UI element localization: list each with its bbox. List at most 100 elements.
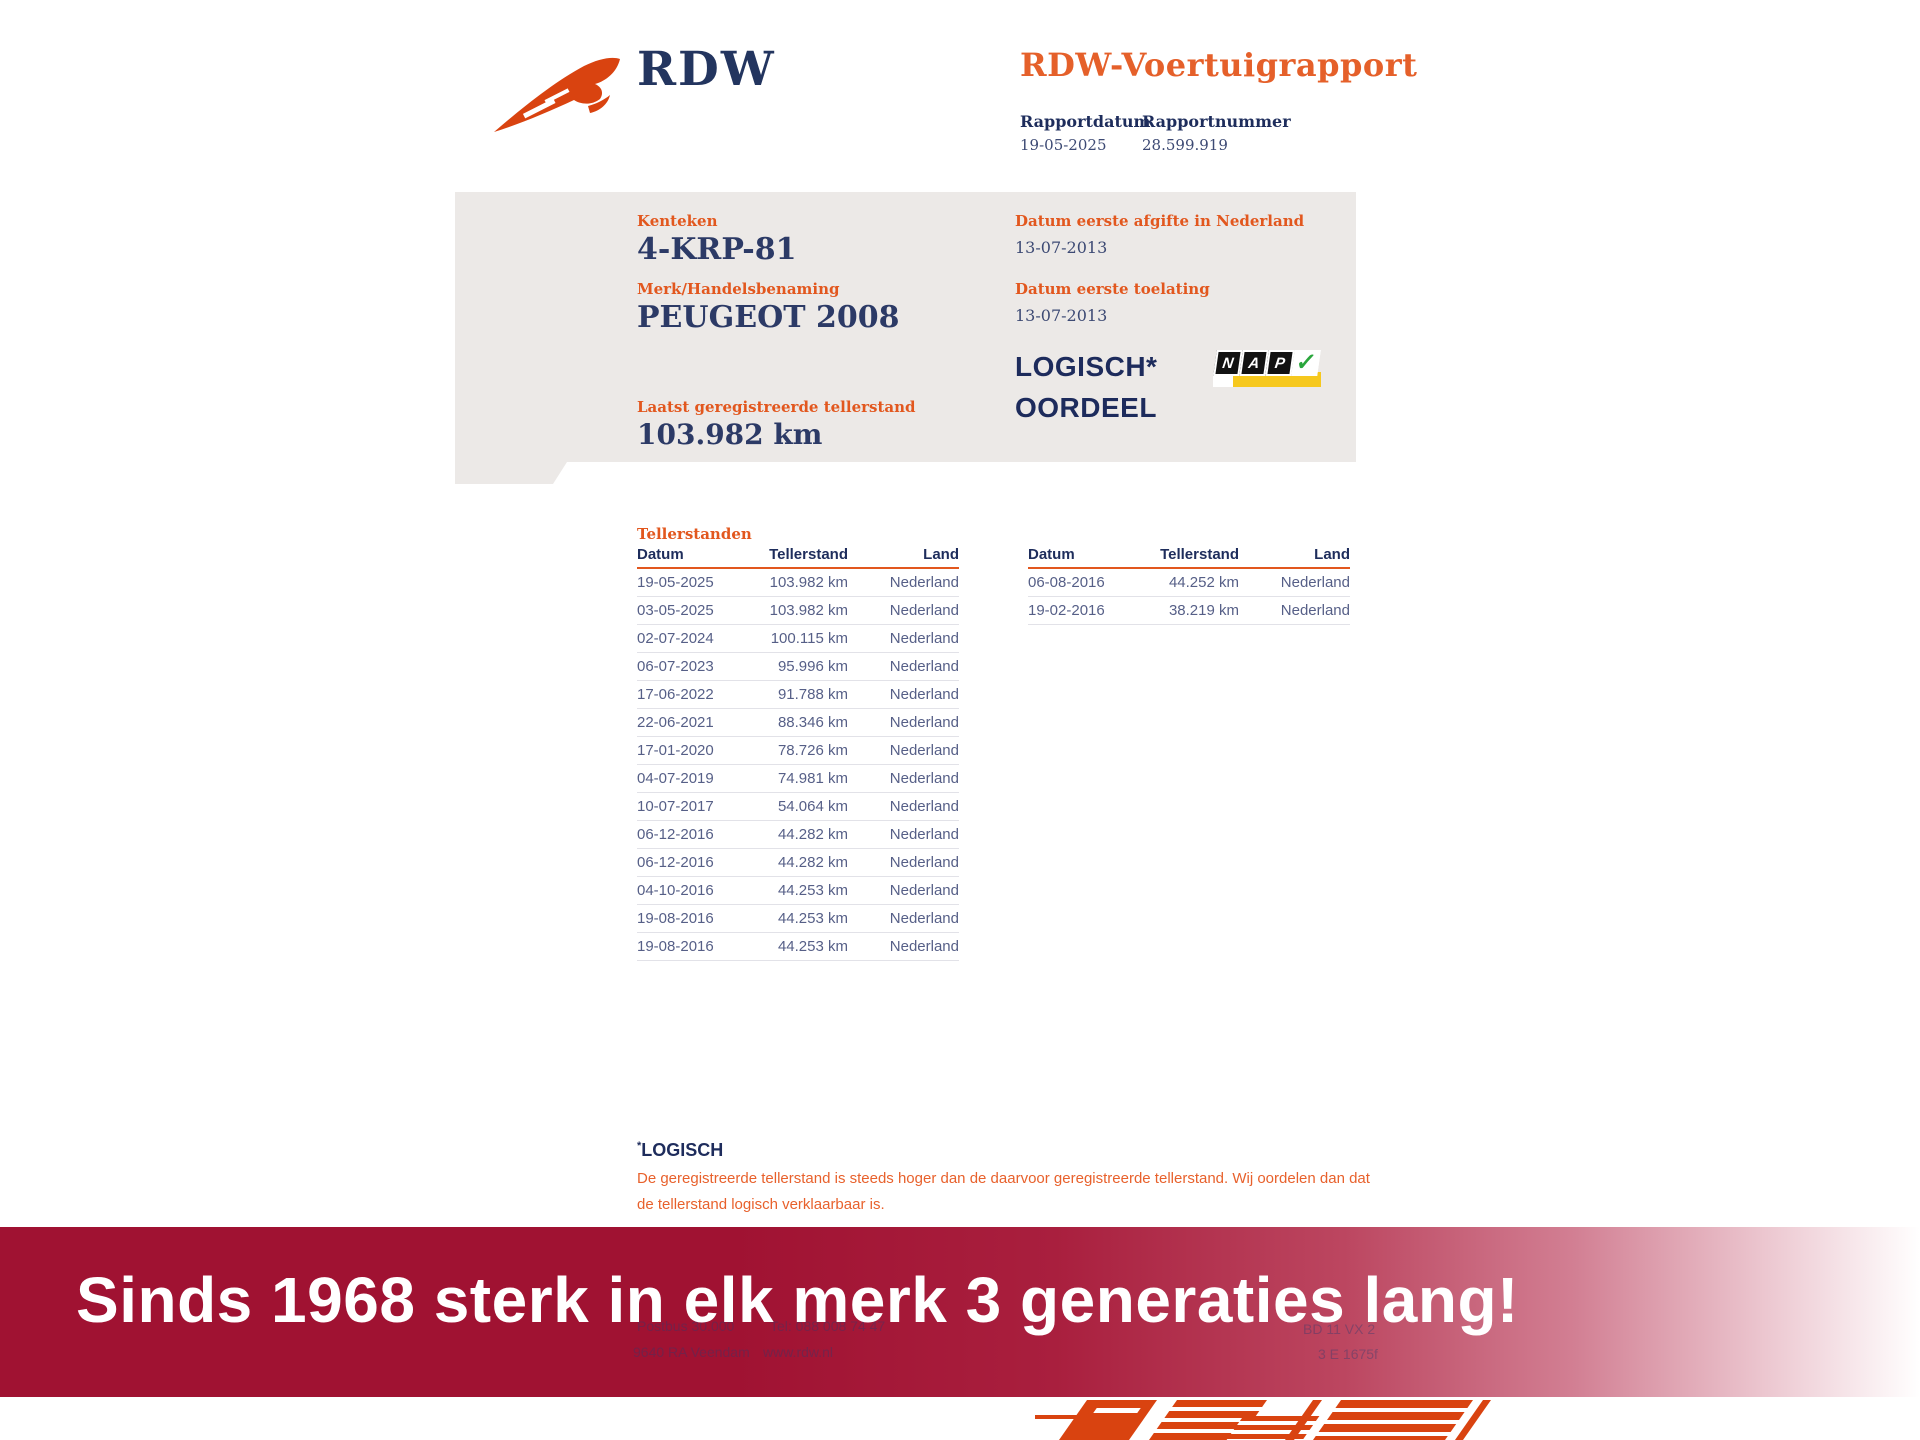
toelating-value: 13-07-2013 (1015, 306, 1108, 325)
cell-tellerstand: 74.981 km (769, 764, 848, 793)
cell-tellerstand: 91.788 km (769, 680, 848, 709)
nap-check-icon: ✓ (1291, 349, 1321, 376)
oordeel-text: LOGISCH* OORDEEL (1015, 351, 1158, 423)
cell-tellerstand: 103.982 km (769, 596, 848, 625)
cell-land: Nederland (848, 680, 959, 709)
cell-datum: 03-05-2025 (637, 596, 769, 625)
footnote-text: De geregistreerde tellerstand is steeds … (637, 1170, 1370, 1213)
cell-tellerstand: 44.253 km (769, 876, 848, 905)
banner-slogan: Sinds 1968 sterk in elk merk 3 generatie… (76, 1264, 1519, 1336)
cell-datum: 17-01-2020 (637, 736, 769, 765)
cell-datum: 19-02-2016 (1028, 596, 1160, 625)
cell-datum: 17-06-2022 (637, 680, 769, 709)
afgifte-label: Datum eerste afgifte in Nederland (1015, 212, 1305, 230)
rapportnummer-value: 28.599.919 (1142, 136, 1228, 154)
toelating-label: Datum eerste toelating (1015, 280, 1210, 298)
table-row: 03-05-2025 103.982 km Nederland (637, 596, 959, 625)
table-row: 04-07-2019 74.981 km Nederland (637, 764, 959, 793)
cell-datum: 10-07-2017 (637, 792, 769, 821)
cell-tellerstand: 44.252 km (1160, 568, 1239, 597)
cell-land: Nederland (848, 820, 959, 849)
nap-letter-p: P (1265, 350, 1295, 376)
nap-letter-a: A (1239, 350, 1269, 376)
cell-tellerstand: 44.282 km (769, 848, 848, 877)
nap-logo: N A P ✓ (1213, 348, 1325, 394)
cell-land: Nederland (848, 764, 959, 793)
column-datum: Datum (1028, 546, 1160, 569)
dealer-logo-icon (1035, 1400, 1515, 1440)
table-header-row: Datum Tellerstand Land (1028, 546, 1350, 569)
cell-datum: 04-07-2019 (637, 764, 769, 793)
cell-land: Nederland (848, 736, 959, 765)
cell-tellerstand: 78.726 km (769, 736, 848, 765)
cell-land: Nederland (848, 876, 959, 905)
kenteken-value: 4-KRP-81 (637, 232, 797, 267)
cell-datum: 04-10-2016 (637, 876, 769, 905)
merk-label: Merk/Handelsbenaming (637, 280, 840, 298)
table-row: 10-07-2017 54.064 km Nederland (637, 792, 959, 821)
cell-tellerstand: 88.346 km (769, 708, 848, 737)
cell-land: Nederland (848, 652, 959, 681)
rapportdatum-label: Rapportdatum (1020, 112, 1151, 131)
column-tellerstand: Tellerstand (1160, 546, 1239, 569)
cell-land: Nederland (848, 792, 959, 821)
rdw-feather-icon (494, 57, 620, 132)
column-land: Land (848, 546, 959, 569)
column-tellerstand: Tellerstand (769, 546, 848, 569)
cell-land: Nederland (848, 624, 959, 653)
table-row: 06-07-2023 95.996 km Nederland (637, 652, 959, 681)
ghost-code-2: 3 E 1675f (1318, 1346, 1378, 1362)
cell-datum: 22-06-2021 (637, 708, 769, 737)
rapportdatum-value: 19-05-2025 (1020, 136, 1107, 154)
table-row: 19-05-2025 103.982 km Nederland (637, 568, 959, 597)
cell-land: Nederland (1239, 596, 1350, 625)
table-row: 06-12-2016 44.282 km Nederland (637, 820, 959, 849)
cell-datum: 06-12-2016 (637, 848, 769, 877)
nap-letter-n: N (1213, 350, 1243, 376)
cell-datum: 19-05-2025 (637, 568, 769, 597)
cell-datum: 02-07-2024 (637, 624, 769, 653)
footnote-asterisk: * (637, 1140, 642, 1152)
cell-tellerstand: 44.282 km (769, 820, 848, 849)
cell-land: Nederland (848, 596, 959, 625)
kenteken-label: Kenteken (637, 212, 718, 230)
meter-table-right: Datum Tellerstand Land 06-08-2016 44.252 … (1028, 546, 1350, 625)
cell-tellerstand: 54.064 km (769, 792, 848, 821)
cell-tellerstand: 103.982 km (769, 568, 848, 597)
cell-land: Nederland (848, 904, 959, 933)
ghost-tel: Tel: 088 008 74 47 (770, 1318, 886, 1334)
cell-land: Nederland (848, 932, 959, 961)
afgifte-value: 13-07-2013 (1015, 238, 1108, 257)
ghost-postbus: Postbus 30.000 (637, 1318, 735, 1334)
meter-table-left: Datum Tellerstand Land 19-05-2025 103.982… (637, 546, 959, 961)
cell-datum: 06-12-2016 (637, 820, 769, 849)
cell-land: Nederland (848, 848, 959, 877)
column-datum: Datum (637, 546, 769, 569)
table-row: 02-07-2024 100.115 km Nederland (637, 624, 959, 653)
cell-land: Nederland (1239, 568, 1350, 597)
table-row: 17-01-2020 78.726 km Nederland (637, 736, 959, 765)
cell-tellerstand: 38.219 km (1160, 596, 1239, 625)
cell-datum: 06-07-2023 (637, 652, 769, 681)
table-header-row: Datum Tellerstand Land (637, 546, 959, 569)
page-title: RDW-Voertuigrapport (1020, 46, 1418, 84)
tellerstand-label: Laatst geregistreerde tellerstand (637, 398, 916, 416)
table-row: 17-06-2022 91.788 km Nederland (637, 680, 959, 709)
rapportnummer-label: Rapportnummer (1142, 112, 1291, 131)
cell-datum: 19-08-2016 (637, 932, 769, 961)
ghost-site: www.rdw.nl (763, 1344, 834, 1360)
cell-tellerstand: 44.253 km (769, 932, 848, 961)
column-land: Land (1239, 546, 1350, 569)
promo-banner: Postbus 30.000 Tel: 088 008 74 47 9640 R… (0, 1227, 1920, 1397)
rdw-wordmark: RDW (637, 42, 776, 97)
table-row: 19-08-2016 44.253 km Nederland (637, 904, 959, 933)
merk-value: PEUGEOT 2008 (637, 300, 900, 335)
ghost-plaats: 9640 RA Veendam (633, 1344, 750, 1360)
table-row: 22-06-2021 88.346 km Nederland (637, 708, 959, 737)
cell-land: Nederland (848, 708, 959, 737)
tellerstand-value: 103.982 km (637, 418, 823, 451)
footnote-title: *LOGISCH (637, 1140, 724, 1160)
cell-land: Nederland (848, 568, 959, 597)
cell-tellerstand: 100.115 km (769, 624, 848, 653)
